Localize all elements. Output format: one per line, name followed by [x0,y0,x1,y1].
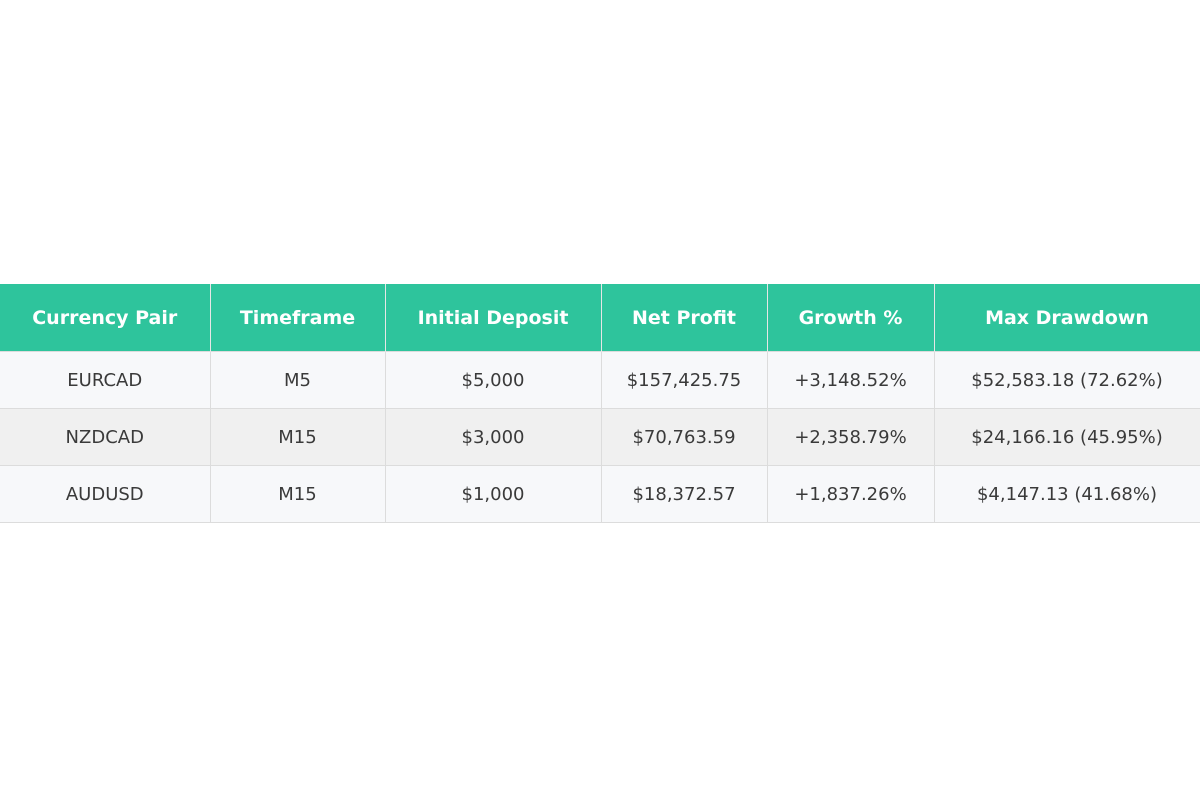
table-cell: $18,372.57 [601,465,768,523]
table-cell: $1,000 [385,465,602,523]
table-cell: $24,166.16 (45.95%) [934,408,1200,466]
header-cell: Max Drawdown [934,284,1200,352]
table-cell: $4,147.13 (41.68%) [934,465,1200,523]
table-cell: $157,425.75 [601,351,768,409]
header-row: Currency Pair Timeframe Initial Deposit Net… [0,284,1200,352]
header-cell: Currency Pair [0,284,211,352]
table-cell: M15 [210,465,386,523]
table-row: NZDCAD M15 $3,000 $70,763.59 +2,358.79% $24,1… [0,408,1200,466]
table-cell: $5,000 [385,351,602,409]
table-cell: AUDUSD [0,465,211,523]
table-cell: EURCAD [0,351,211,409]
table-row: AUDUSD M15 $1,000 $18,372.57 +1,837.26% $4,14… [0,465,1200,523]
header-cell: Growth % [767,284,935,352]
table-row: EURCAD M5 $5,000 $157,425.75 +3,148.52% $52,5… [0,351,1200,409]
table-cell: M5 [210,351,386,409]
table-cell: +1,837.26% [767,465,935,523]
table-cell: +3,148.52% [767,351,935,409]
table-cell: $52,583.18 (72.62%) [934,351,1200,409]
table-cell: +2,358.79% [767,408,935,466]
header-cell: Initial Deposit [385,284,602,352]
header-cell: Timeframe [210,284,386,352]
table-cell: NZDCAD [0,408,211,466]
header-cell: Net Profit [601,284,768,352]
results-table: Currency Pair Timeframe Initial Deposit Net… [0,284,1200,523]
table-cell: $70,763.59 [601,408,768,466]
table-cell: M15 [210,408,386,466]
table-cell: $3,000 [385,408,602,466]
